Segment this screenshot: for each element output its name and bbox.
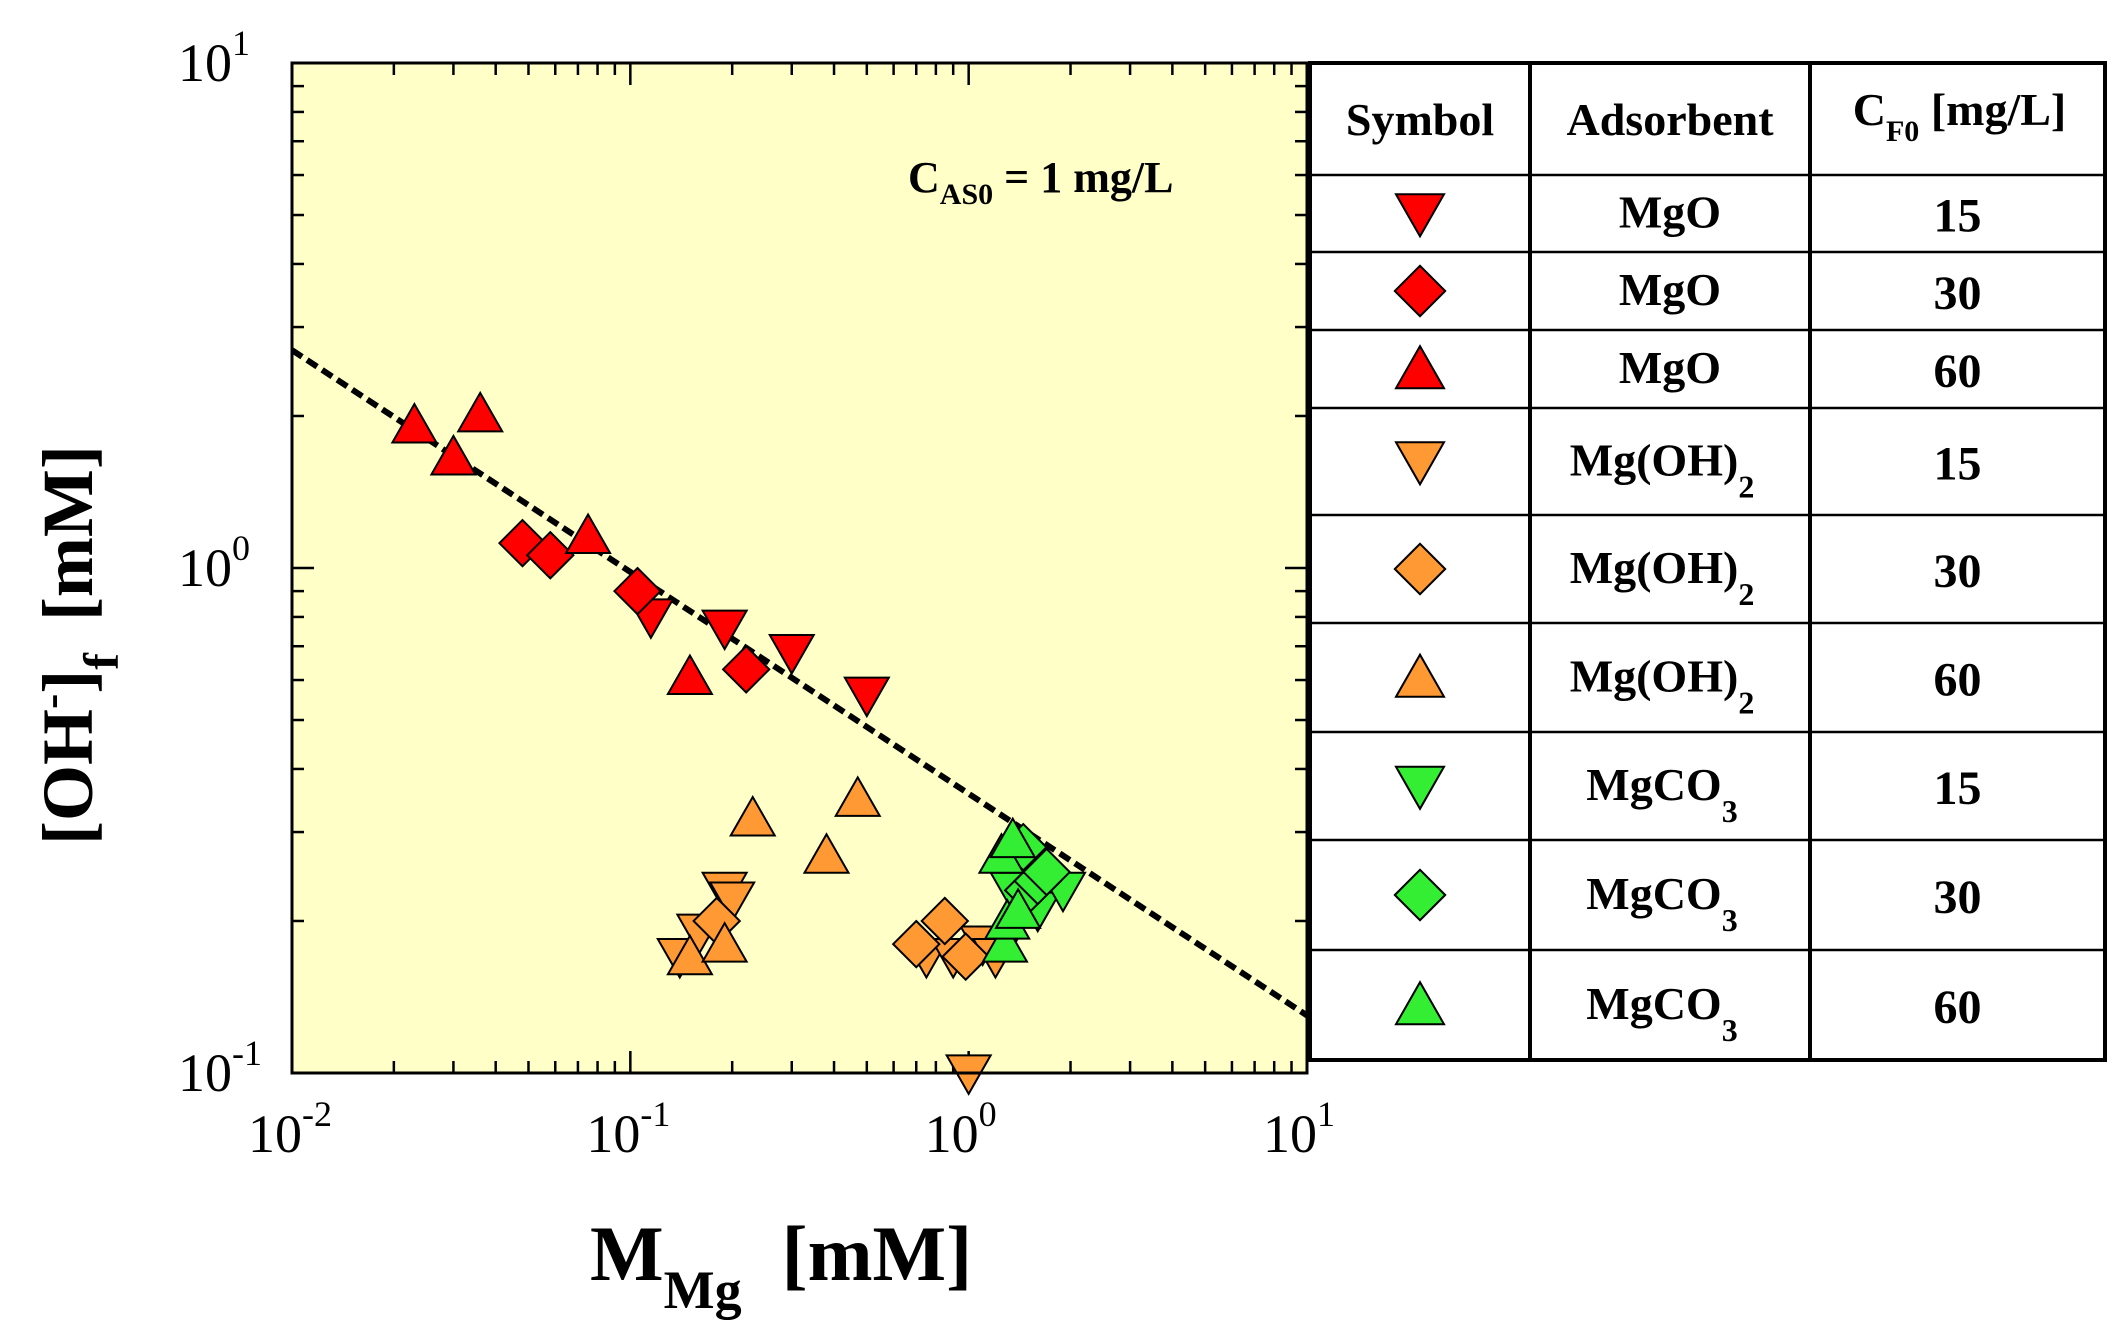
- legend-symbol: [1393, 264, 1447, 318]
- legend-concentration: 15: [1934, 438, 1982, 491]
- x-axis-label: MMg [mM]: [590, 1210, 972, 1320]
- legend-adsorbent: Mg(OH)2: [1570, 435, 1755, 505]
- legend-header-symbol: Symbol: [1346, 94, 1494, 145]
- legend-row: MgO 15: [1394, 187, 1982, 243]
- legend-adsorbent: MgCO3: [1586, 978, 1737, 1048]
- legend-symbol: [1394, 980, 1446, 1026]
- data-point: [700, 921, 749, 963]
- data-point: [994, 887, 1042, 929]
- legend-adsorbent: MgO: [1619, 264, 1721, 315]
- series-2: [390, 390, 714, 696]
- legend-symbol: [1394, 441, 1446, 487]
- data-point: [843, 676, 891, 719]
- legend-symbol: [1394, 193, 1446, 239]
- legend-concentration: 15: [1934, 762, 1982, 815]
- series-7: [998, 822, 1072, 915]
- data-point: [891, 919, 941, 969]
- legend-adsorbent: MgCO3: [1586, 759, 1737, 829]
- data-point: [802, 832, 851, 874]
- data-point: [768, 633, 816, 676]
- series-1: [497, 518, 771, 694]
- x-tick-label: 101: [1263, 1094, 1335, 1164]
- data-point: [564, 512, 612, 555]
- legend-header-adsorbent: Adsorbent: [1566, 94, 1774, 145]
- data-point: [666, 933, 714, 976]
- y-tick-label: 10-1: [178, 1033, 262, 1103]
- legend-adsorbent: Mg(OH)2: [1570, 651, 1755, 721]
- legend-symbol: [1394, 652, 1446, 698]
- data-point: [920, 896, 970, 946]
- legend-row: MgCO3 15: [1394, 759, 1982, 829]
- data-point: [944, 1054, 993, 1096]
- legend-concentration: 30: [1934, 267, 1982, 320]
- y-axis-label: [OH-]f[mM]: [25, 445, 129, 845]
- legend-row: Mg(OH)2 60: [1394, 651, 1982, 721]
- data-point: [666, 653, 714, 696]
- legend-adsorbent: Mg(OH)2: [1570, 542, 1755, 612]
- data-point: [612, 566, 663, 616]
- data-point: [834, 775, 882, 817]
- series-5: [666, 775, 882, 976]
- legend-adsorbent: MgO: [1619, 187, 1721, 238]
- data-point: [721, 644, 771, 694]
- x-tick-label: 10-2: [248, 1094, 332, 1164]
- data-point: [429, 433, 478, 476]
- legend-concentration: 60: [1934, 654, 1982, 707]
- legend-row: MgO 60: [1394, 342, 1982, 398]
- x-tick-label: 100: [925, 1094, 997, 1164]
- plot-background: [292, 63, 1307, 1073]
- legend-concentration: 60: [1934, 981, 1982, 1034]
- legend-row: Mg(OH)2 30: [1393, 542, 1982, 612]
- legend-adsorbent: MgO: [1619, 342, 1721, 393]
- annotation-cas0: CAS0 = 1 mg/L: [908, 153, 1173, 211]
- legend-adsorbent: MgCO3: [1586, 868, 1737, 938]
- legend-row: MgCO3 60: [1394, 978, 1982, 1048]
- data-point: [981, 921, 1029, 963]
- data-point: [390, 402, 439, 444]
- legend-symbol: [1394, 765, 1446, 811]
- data-points: [390, 390, 1087, 1096]
- legend-concentration: 15: [1934, 190, 1982, 243]
- data-point: [989, 816, 1037, 859]
- data-point: [456, 390, 504, 433]
- legend-symbol: [1394, 344, 1446, 390]
- legend-row: MgCO3 30: [1393, 868, 1982, 938]
- series-4: [692, 896, 991, 982]
- data-point: [1022, 847, 1072, 897]
- legend-header-concentration: CF0 [mg/L]: [1853, 84, 2066, 148]
- data-point: [700, 609, 749, 652]
- axis-ticks: [290, 63, 1307, 1075]
- legend-concentration: 30: [1934, 871, 1982, 924]
- legend-concentration: 60: [1934, 345, 1982, 398]
- series-8: [977, 816, 1042, 963]
- x-tick-label: 10-1: [586, 1094, 670, 1164]
- legend-row: Mg(OH)2 15: [1394, 435, 1982, 505]
- plot-frame: [290, 61, 1309, 1075]
- y-tick-label: 101: [178, 23, 250, 93]
- legend-symbol: [1393, 542, 1447, 596]
- data-point: [728, 794, 777, 837]
- legend-row: MgO 30: [1393, 264, 1982, 320]
- y-tick-label: 100: [178, 528, 250, 598]
- legend-concentration: 30: [1934, 545, 1982, 598]
- data-point: [941, 932, 991, 982]
- legend-symbol: [1393, 868, 1447, 922]
- legend-table: Symbol Adsorbent CF0 [mg/L] MgO 15 MgO 30 MgO 60…: [1308, 61, 2107, 1062]
- data-point: [525, 530, 575, 580]
